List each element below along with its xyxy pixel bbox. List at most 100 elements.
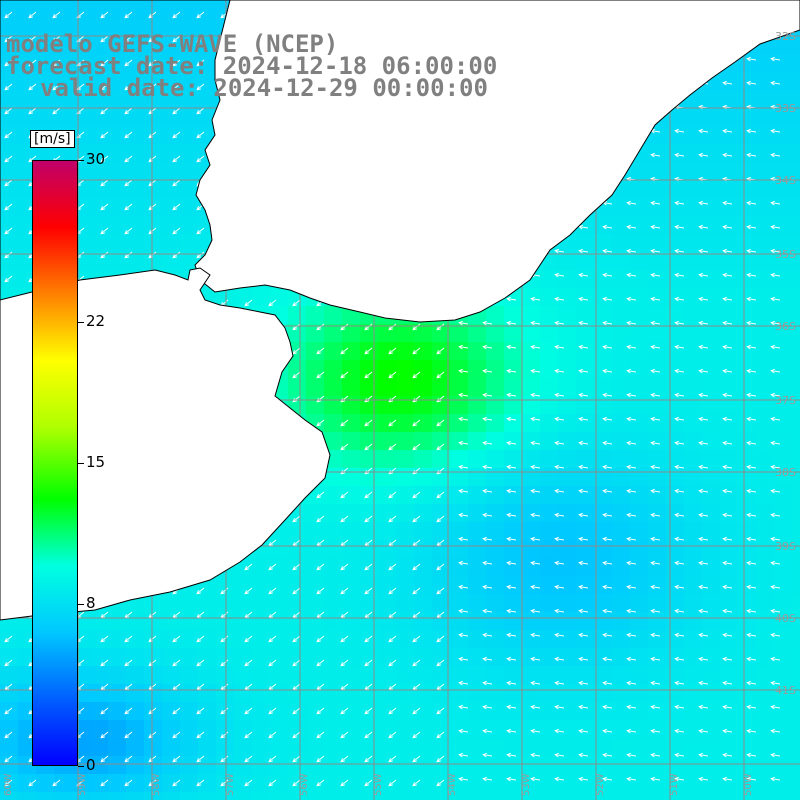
wind-arrow bbox=[650, 320, 661, 326]
field-cell bbox=[630, 576, 648, 594]
field-cell bbox=[648, 630, 666, 648]
field-cell bbox=[216, 612, 234, 630]
field-cell bbox=[504, 612, 522, 630]
field-cell bbox=[612, 738, 630, 756]
wind-arrow bbox=[4, 227, 13, 235]
field-cell bbox=[774, 342, 792, 360]
field-cell bbox=[594, 252, 612, 270]
field-cell bbox=[144, 756, 162, 774]
wind-arrow bbox=[674, 704, 685, 710]
field-cell bbox=[396, 666, 414, 684]
field-cell bbox=[450, 540, 468, 558]
field-cell bbox=[648, 522, 666, 540]
wind-arrow bbox=[316, 587, 325, 595]
field-cell bbox=[144, 738, 162, 756]
wind-arrow bbox=[196, 635, 205, 643]
wind-arrow bbox=[578, 536, 589, 542]
field-cell bbox=[36, 774, 54, 792]
wind-arrow bbox=[412, 395, 421, 403]
field-cell bbox=[792, 234, 800, 252]
wind-arrow bbox=[602, 368, 613, 374]
field-cell bbox=[162, 180, 180, 198]
field-cell bbox=[18, 684, 36, 702]
wind-arrow bbox=[364, 659, 373, 667]
wind-arrow bbox=[316, 347, 325, 355]
field-cell bbox=[792, 306, 800, 324]
field-cell bbox=[738, 378, 756, 396]
wind-arrow bbox=[650, 464, 661, 470]
field-cell bbox=[432, 738, 450, 756]
field-cell bbox=[0, 144, 18, 162]
wind-arrow bbox=[698, 320, 709, 326]
field-cell bbox=[756, 198, 774, 216]
field-cell bbox=[144, 180, 162, 198]
latitude-label: 39S bbox=[775, 540, 796, 553]
field-cell bbox=[720, 450, 738, 468]
wind-arrow bbox=[578, 320, 589, 326]
field-cell bbox=[288, 576, 306, 594]
field-cell bbox=[270, 540, 288, 558]
field-cell bbox=[0, 792, 18, 800]
field-cell bbox=[450, 342, 468, 360]
field-cell bbox=[306, 594, 324, 612]
colorbar-tick-label: 22 bbox=[86, 311, 106, 330]
field-cell bbox=[0, 18, 18, 36]
wind-arrow bbox=[602, 248, 613, 254]
wind-arrow bbox=[722, 416, 733, 422]
field-cell bbox=[468, 468, 486, 486]
field-cell bbox=[18, 36, 36, 54]
field-cell bbox=[468, 738, 486, 756]
field-cell bbox=[774, 684, 792, 702]
field-cell bbox=[720, 288, 738, 306]
field-cell bbox=[558, 630, 576, 648]
field-cell bbox=[504, 306, 522, 324]
field-cell bbox=[162, 90, 180, 108]
wind-arrow bbox=[578, 392, 589, 398]
field-cell bbox=[756, 342, 774, 360]
wind-arrow bbox=[364, 419, 373, 427]
field-cell bbox=[612, 540, 630, 558]
field-cell bbox=[558, 450, 576, 468]
field-cell bbox=[360, 360, 378, 378]
field-cell bbox=[342, 702, 360, 720]
field-cell bbox=[180, 180, 198, 198]
wind-arrow bbox=[482, 680, 493, 686]
wind-arrow bbox=[28, 779, 37, 787]
field-cell bbox=[720, 504, 738, 522]
wind-arrow bbox=[124, 83, 133, 91]
wind-arrow bbox=[674, 680, 685, 686]
field-cell bbox=[774, 180, 792, 198]
field-cell bbox=[756, 54, 774, 72]
wind-arrow bbox=[674, 464, 685, 470]
field-cell bbox=[684, 630, 702, 648]
field-cell bbox=[162, 702, 180, 720]
wind-arrow bbox=[626, 200, 637, 206]
field-cell bbox=[684, 756, 702, 774]
wind-arrow bbox=[196, 731, 205, 739]
wind-arrow bbox=[698, 512, 709, 518]
field-cell bbox=[126, 612, 144, 630]
field-cell bbox=[486, 576, 504, 594]
field-cell bbox=[522, 342, 540, 360]
field-cell bbox=[288, 756, 306, 774]
wind-arrow bbox=[364, 467, 373, 475]
field-cell bbox=[378, 486, 396, 504]
field-cell bbox=[450, 684, 468, 702]
field-cell bbox=[666, 720, 684, 738]
field-cell bbox=[504, 702, 522, 720]
wind-arrow bbox=[626, 440, 637, 446]
field-cell bbox=[396, 792, 414, 800]
field-cell bbox=[342, 558, 360, 576]
field-cell bbox=[720, 72, 738, 90]
wind-arrow bbox=[340, 419, 349, 427]
wind-arrow bbox=[458, 776, 469, 782]
field-cell bbox=[594, 648, 612, 666]
wind-arrow bbox=[100, 707, 109, 715]
wind-arrow bbox=[4, 155, 13, 163]
field-cell bbox=[288, 306, 306, 324]
wind-arrow bbox=[316, 779, 325, 787]
field-cell bbox=[288, 738, 306, 756]
field-cell bbox=[684, 684, 702, 702]
field-cell bbox=[90, 252, 108, 270]
wind-arrow bbox=[364, 563, 373, 571]
